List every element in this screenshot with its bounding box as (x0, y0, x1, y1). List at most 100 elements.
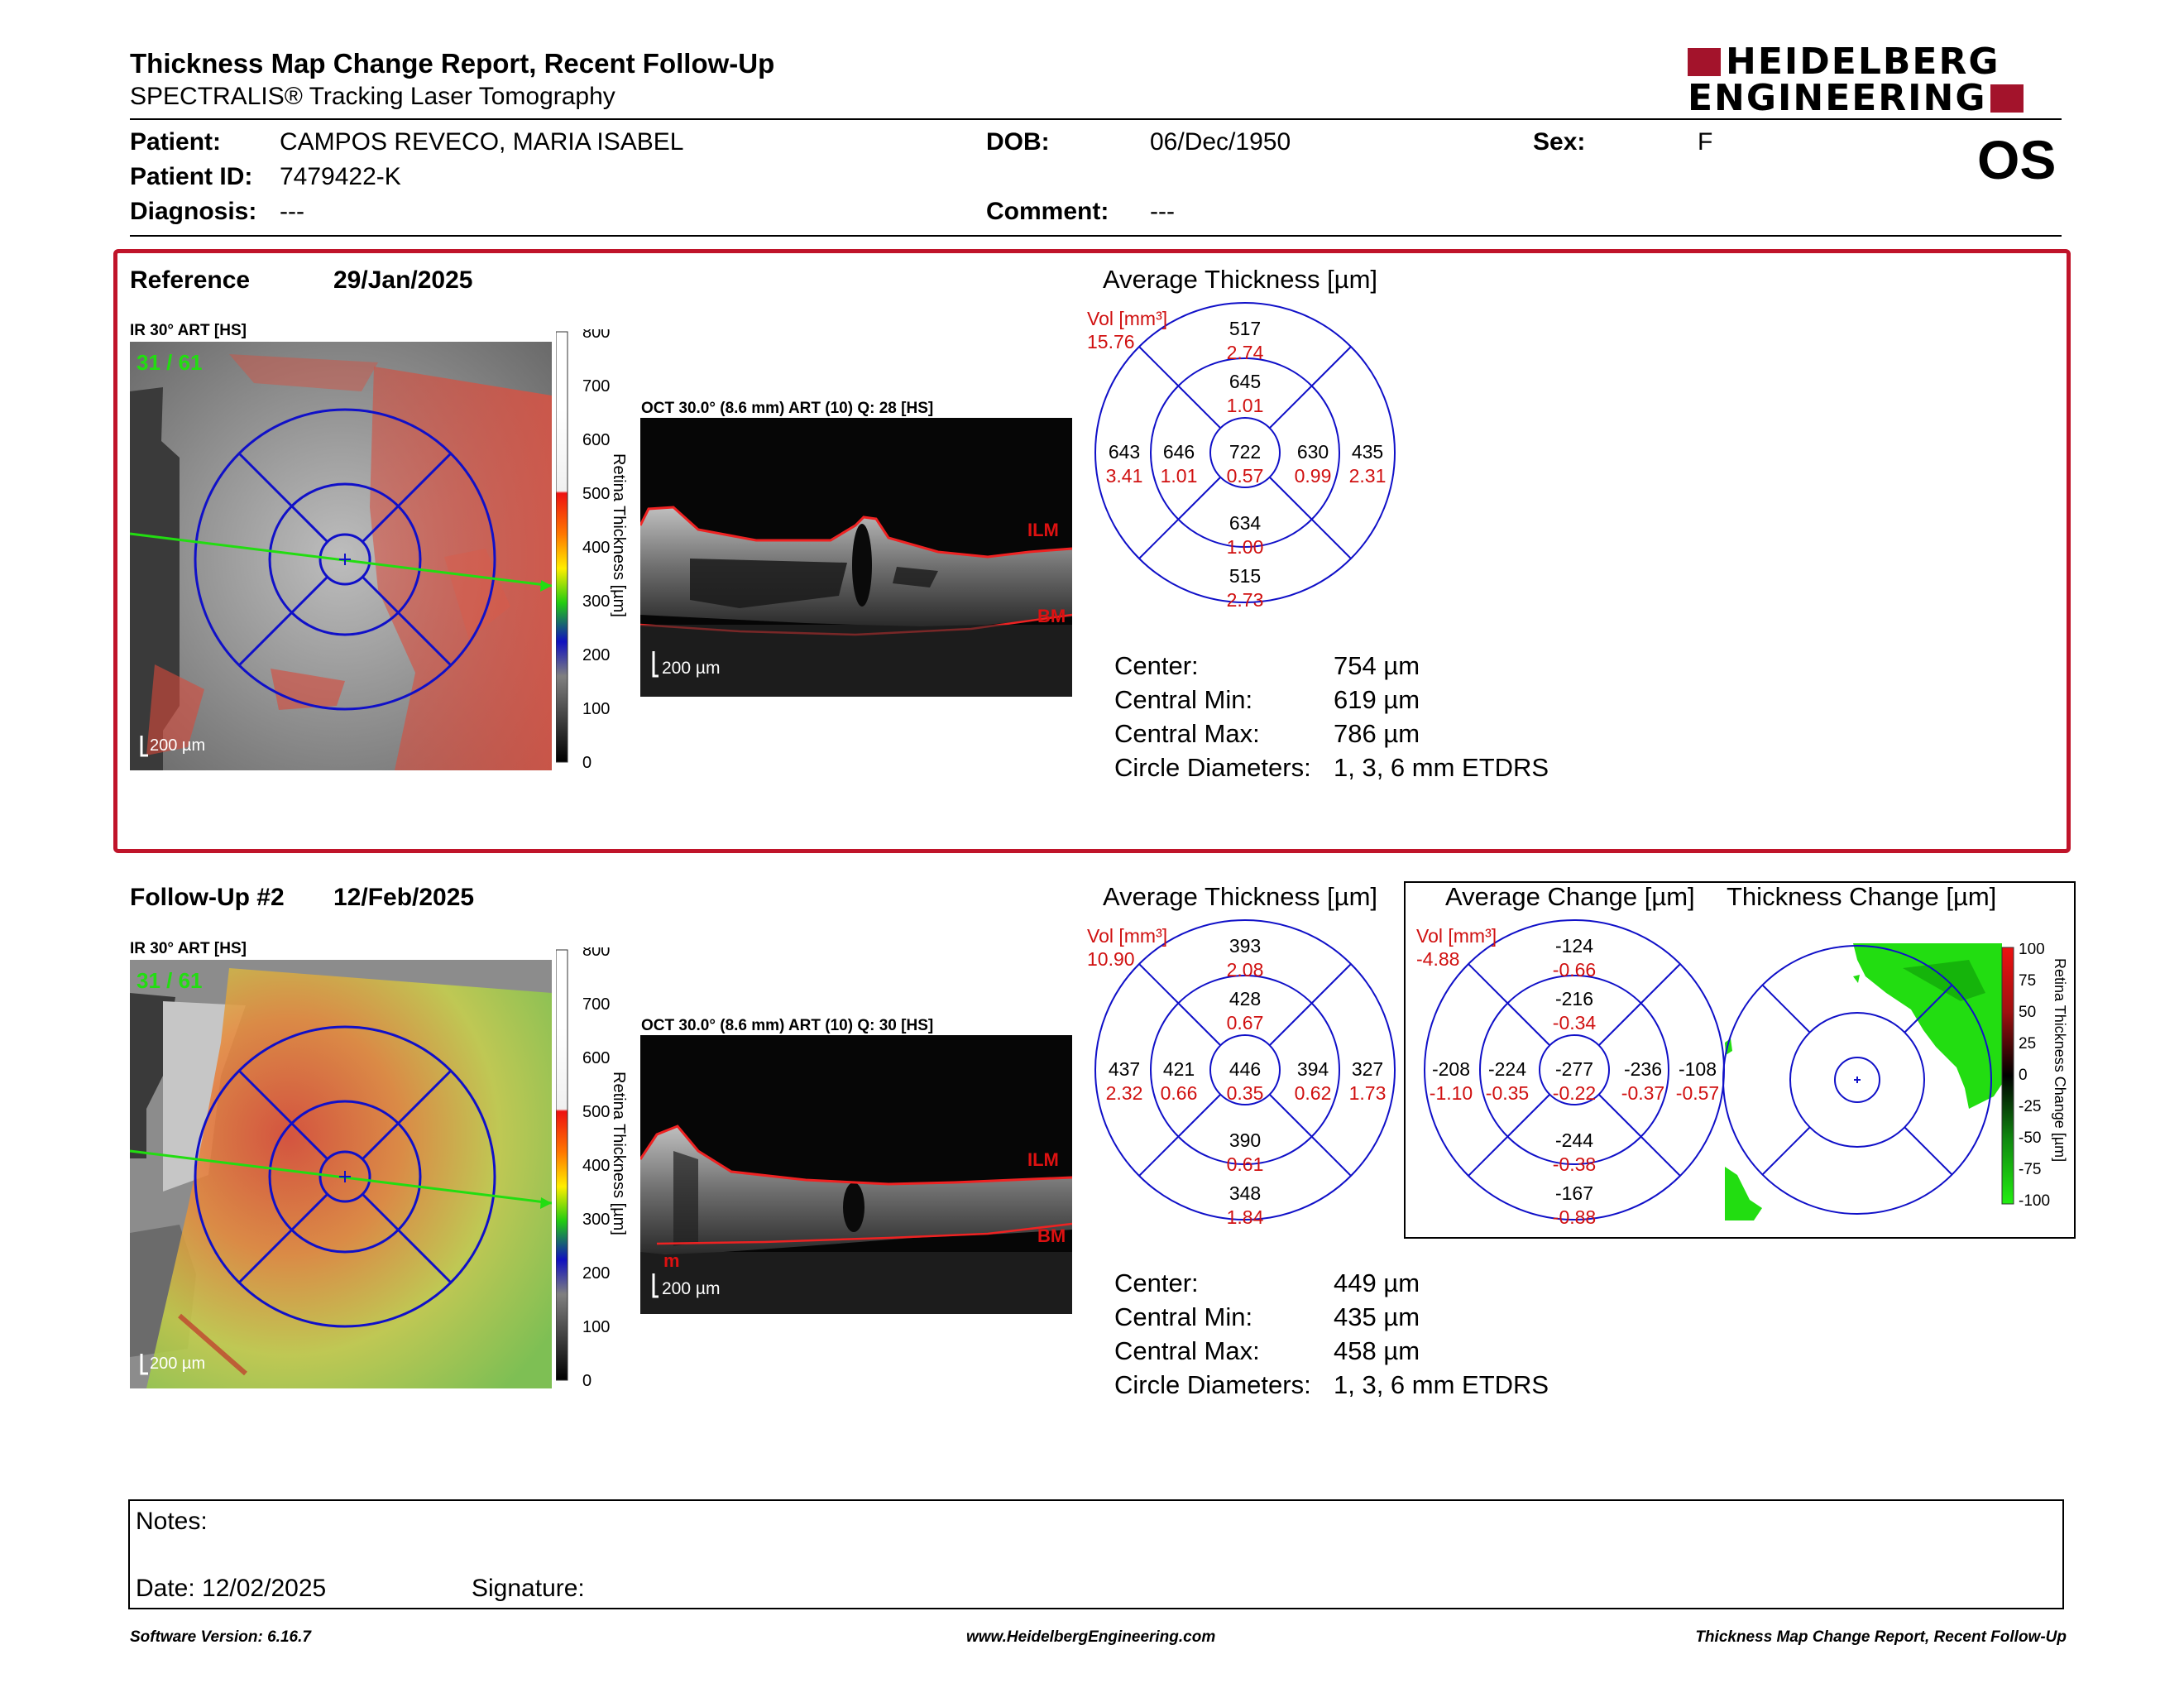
stat-value: 458 µm (1334, 1336, 1420, 1365)
ref-center-vol: 0.57 (1227, 465, 1264, 487)
header-divider (130, 118, 2062, 120)
fu-center-value: 446 (1229, 1058, 1261, 1080)
scale-tick-200: 200 (582, 1264, 610, 1283)
followup-ilm-label: ILM (1027, 1149, 1059, 1170)
stat-value: 1, 3, 6 mm ETDRS (1334, 753, 1549, 782)
fu-inner-temp-vol: 0.66 (1161, 1082, 1198, 1104)
fu-outer-temp-value: 437 (1109, 1058, 1140, 1080)
chg-inner-sup-value: -216 (1555, 988, 1593, 1009)
reference-vol-value: 15.76 (1087, 331, 1135, 352)
stat-value: 754 µm (1334, 651, 1420, 680)
stat-label: Central Min: (1114, 685, 1253, 714)
stat-label: Central Min: (1114, 1302, 1253, 1331)
patient-divider (130, 235, 2062, 237)
scale-tick-800: 800 (582, 947, 610, 960)
change-avg-title: Average Change [µm] (1445, 882, 1695, 911)
stat-label: Circle Diameters: (1114, 753, 1311, 782)
chg-inner-nas-value: -236 (1624, 1058, 1662, 1080)
footer-software: Software Version: 6.16.7 (130, 1628, 311, 1646)
change-panel (1404, 881, 2076, 1239)
thickness-change-map (1721, 943, 2002, 1225)
change-tick-50: 50 (2019, 1004, 2036, 1021)
signature-label: Signature: (472, 1575, 585, 1602)
logo-square-icon (1688, 48, 1721, 76)
followup-oct-scale: 200 µm (662, 1279, 720, 1298)
ref-inner-nas-vol: 0.99 (1295, 465, 1332, 487)
change-tick-minus75: -75 (2019, 1161, 2041, 1178)
ref-outer-inf-value: 515 (1229, 565, 1261, 587)
diagnosis-value: --- (280, 198, 304, 225)
scale-tick-600: 600 (582, 431, 610, 449)
ref-inner-sup-value: 645 (1229, 371, 1261, 392)
followup-etdrs-grid: 393 2.08 428 0.67 437 2.32 421 0.66 446 … (1080, 915, 1410, 1246)
stat-label: Center: (1114, 651, 1199, 680)
change-tick-minus100: -100 (2019, 1192, 2050, 1210)
ref-inner-temp-value: 646 (1163, 441, 1195, 463)
scale-tick-600: 600 (582, 1049, 610, 1067)
stat-label: Center: (1114, 1268, 1199, 1297)
followup-label: Follow-Up #2 (130, 884, 285, 911)
followup-oct-label: OCT 30.0° (8.6 mm) ART (10) Q: 30 [HS] (641, 1017, 934, 1034)
chg-outer-nas-vol: -0.57 (1676, 1082, 1719, 1104)
followup-avg-title: Average Thickness [µm] (1103, 882, 1378, 911)
ref-inner-temp-vol: 1.01 (1161, 465, 1198, 487)
fu-outer-inf-value: 348 (1229, 1182, 1261, 1204)
patient-name: CAMPOS REVECO, MARIA ISABEL (280, 128, 684, 156)
patient-label: Patient: (130, 128, 222, 156)
chg-outer-sup-value: -124 (1555, 935, 1593, 957)
scale-title: Retina Thickness [µm] (610, 453, 628, 617)
reference-fundus-image: 31 / 61 200 µm (129, 342, 553, 770)
followup-vol-value: 10.90 (1087, 948, 1135, 970)
scale-title: Retina Thickness [µm] (610, 1072, 628, 1235)
followup-scale-label: 200 µm (150, 1355, 205, 1373)
fu-inner-inf-vol: 0.61 (1227, 1153, 1264, 1175)
reference-label: Reference (130, 266, 251, 294)
ref-outer-temp-value: 643 (1109, 441, 1140, 463)
sex-label: Sex: (1533, 128, 1586, 156)
followup-frame-counter: 31 / 61 (136, 968, 203, 993)
scale-tick-200: 200 (582, 646, 610, 664)
scale-tick-800: 800 (582, 329, 610, 342)
scale-tick-0: 0 (582, 754, 592, 772)
ref-outer-inf-vol: 2.73 (1227, 589, 1264, 611)
change-vol-label: Vol [mm³] (1416, 925, 1497, 947)
stat-value: 619 µm (1334, 685, 1420, 714)
scale-tick-300: 300 (582, 592, 610, 611)
chg-inner-nas-vol: -0.37 (1621, 1082, 1664, 1104)
notes-box[interactable] (128, 1499, 2064, 1609)
change-tick-minus50: -50 (2019, 1129, 2041, 1147)
footer-website[interactable]: www.HeidelbergEngineering.com (966, 1628, 1216, 1646)
stat-value: 786 µm (1334, 719, 1420, 748)
dob-label: DOB: (986, 128, 1050, 156)
patient-id: 7479422-K (280, 163, 401, 190)
change-tick-minus25: -25 (2019, 1098, 2041, 1115)
followup-fundus-image: 31 / 61 200 µm (129, 960, 553, 1388)
ref-inner-inf-value: 634 (1229, 512, 1262, 534)
logo-line-1: HEIDELBERG (1726, 41, 2000, 83)
change-tick-0: 0 (2019, 1067, 2028, 1084)
scale-tick-0: 0 (582, 1372, 592, 1390)
reference-frame-counter: 31 / 61 (136, 350, 203, 375)
chg-inner-temp-value: -224 (1488, 1058, 1526, 1080)
stat-value: 1, 3, 6 mm ETDRS (1334, 1370, 1549, 1399)
ref-inner-sup-vol: 1.01 (1227, 395, 1264, 416)
change-vol-value: -4.88 (1416, 948, 1460, 970)
change-tick-75: 75 (2019, 972, 2036, 990)
ref-center-value: 722 (1229, 441, 1261, 463)
chg-inner-inf-value: -244 (1555, 1129, 1593, 1151)
notes-label: Notes: (136, 1508, 208, 1535)
scale-tick-100: 100 (582, 1318, 610, 1336)
fu-inner-sup-value: 428 (1229, 988, 1261, 1009)
chg-outer-inf-vol: -0.88 (1553, 1206, 1596, 1228)
dob-value: 06/Dec/1950 (1150, 128, 1291, 156)
change-tick-25: 25 (2019, 1035, 2036, 1053)
scale-tick-500: 500 (582, 485, 610, 503)
fu-outer-nas-value: 327 (1352, 1058, 1383, 1080)
followup-oct-scan: ILM BM m 200 µm (640, 1035, 1072, 1314)
ref-outer-nas-vol: 2.31 (1349, 465, 1387, 487)
stat-label: Central Max: (1114, 719, 1260, 748)
fu-outer-temp-vol: 2.32 (1106, 1082, 1143, 1104)
fu-outer-sup-value: 393 (1229, 935, 1261, 957)
fu-inner-nas-value: 394 (1297, 1058, 1329, 1080)
chg-center-value: -277 (1555, 1058, 1593, 1080)
